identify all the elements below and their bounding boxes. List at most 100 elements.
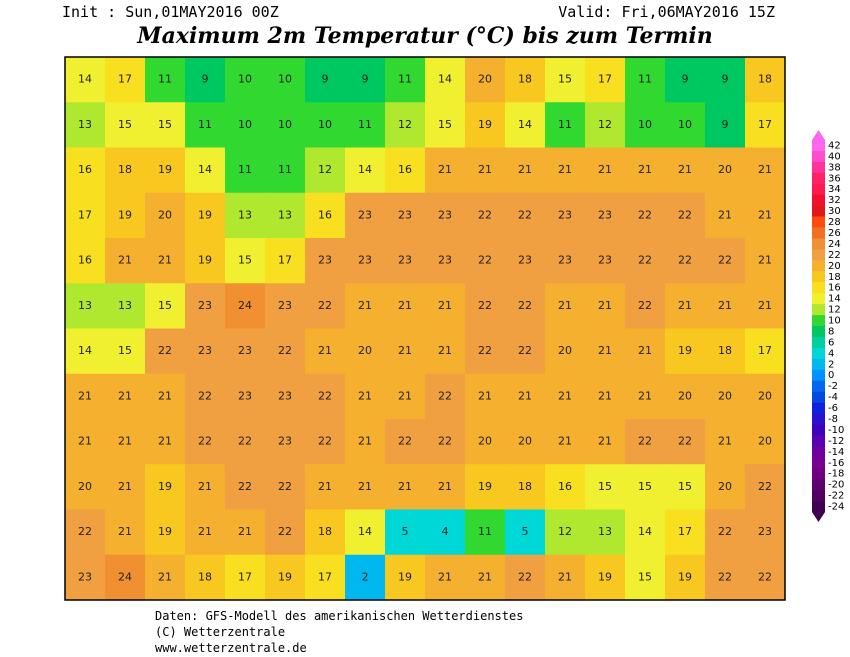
temperature-label: 14 bbox=[78, 73, 92, 86]
temperature-cell bbox=[745, 373, 786, 420]
map-frame bbox=[64, 56, 786, 601]
temperature-label: 23 bbox=[598, 208, 612, 221]
colorbar-swatch bbox=[812, 336, 825, 349]
temperature-cell bbox=[465, 192, 506, 239]
temperature-cell bbox=[225, 464, 266, 510]
colorbar-label: -6 bbox=[828, 403, 838, 414]
colorbar-label: 16 bbox=[828, 283, 841, 294]
temperature-label: 14 bbox=[438, 73, 452, 86]
temperature-label: 22 bbox=[318, 435, 332, 448]
temperature-label: 10 bbox=[318, 118, 332, 131]
temperature-cell bbox=[65, 554, 106, 601]
temperature-cell bbox=[425, 192, 466, 239]
temperature-label: 20 bbox=[758, 389, 772, 402]
temperature-cell bbox=[145, 102, 186, 148]
footer-copyright: (C) Wetterzentrale bbox=[155, 625, 285, 639]
colorbar: 424038363432302826242220181614121086420-… bbox=[812, 130, 844, 522]
temperature-cell bbox=[585, 57, 626, 103]
temperature-label: 16 bbox=[398, 163, 412, 176]
colorbar-swatch bbox=[812, 216, 825, 228]
temperature-label: 17 bbox=[758, 118, 772, 131]
temperature-cell bbox=[105, 419, 146, 465]
temperature-cell bbox=[345, 57, 386, 103]
temperature-label: 21 bbox=[718, 299, 732, 312]
temperature-label: 23 bbox=[238, 389, 252, 402]
temperature-label: 19 bbox=[478, 480, 492, 493]
temperature-label: 10 bbox=[678, 118, 692, 131]
colorbar-swatch bbox=[812, 194, 825, 206]
temperature-cell bbox=[585, 238, 626, 284]
temperature-cell bbox=[145, 464, 186, 510]
temperature-cell bbox=[105, 102, 146, 148]
temperature-label: 15 bbox=[158, 118, 172, 131]
temperature-cell bbox=[505, 373, 546, 420]
temperature-cell bbox=[585, 509, 626, 556]
temperature-cell bbox=[465, 328, 506, 375]
temperature-label: 10 bbox=[278, 73, 292, 86]
temperature-label: 22 bbox=[398, 435, 412, 448]
colorbar-swatch bbox=[812, 271, 825, 283]
temperature-label: 23 bbox=[438, 254, 452, 267]
temperature-cell bbox=[545, 102, 586, 148]
temperature-label: 12 bbox=[318, 163, 332, 176]
colorbar-label: -16 bbox=[828, 458, 844, 469]
temperature-label: 23 bbox=[398, 208, 412, 221]
temperature-label: 21 bbox=[158, 389, 172, 402]
temperature-cell bbox=[145, 238, 186, 284]
temperature-label: 23 bbox=[398, 254, 412, 267]
temperature-label: 15 bbox=[438, 118, 452, 131]
temperature-cell bbox=[225, 102, 266, 148]
temperature-cell bbox=[185, 283, 226, 329]
temperature-label: 21 bbox=[438, 480, 452, 493]
temperature-label: 21 bbox=[318, 344, 332, 357]
temperature-label: 24 bbox=[238, 299, 252, 312]
temperature-cell bbox=[105, 283, 146, 329]
colorbar-swatch bbox=[812, 183, 825, 196]
temperature-cell bbox=[625, 192, 666, 239]
temperature-cell bbox=[425, 328, 466, 375]
temperature-label: 15 bbox=[118, 118, 132, 131]
temperature-cell bbox=[185, 192, 226, 239]
temperature-label: 22 bbox=[678, 254, 692, 267]
temperature-cell bbox=[345, 419, 386, 465]
temperature-cell bbox=[345, 102, 386, 148]
temperature-label: 22 bbox=[478, 299, 492, 312]
temperature-label: 22 bbox=[278, 344, 292, 357]
temperature-label: 17 bbox=[78, 208, 92, 221]
temperature-label: 20 bbox=[758, 435, 772, 448]
temperature-cell bbox=[505, 147, 546, 194]
temperature-cell bbox=[465, 509, 506, 556]
temperature-label: 22 bbox=[758, 480, 772, 493]
temperature-label: 22 bbox=[638, 299, 652, 312]
temperature-cell bbox=[225, 328, 266, 375]
temperature-label: 22 bbox=[518, 208, 532, 221]
temperature-cell bbox=[65, 102, 106, 148]
temperature-label: 23 bbox=[318, 254, 332, 267]
temperature-label: 14 bbox=[358, 163, 372, 176]
temperature-label: 23 bbox=[238, 344, 252, 357]
colorbar-label: 34 bbox=[828, 184, 841, 195]
temperature-label: 10 bbox=[238, 118, 252, 131]
temperature-cell bbox=[265, 373, 306, 420]
temperature-label: 14 bbox=[78, 344, 92, 357]
temperature-cell bbox=[545, 464, 586, 510]
colorbar-label: -12 bbox=[828, 436, 844, 447]
temperature-label: 21 bbox=[598, 344, 612, 357]
colorbar-swatch bbox=[812, 150, 825, 163]
temperature-label: 21 bbox=[718, 435, 732, 448]
temperature-label: 10 bbox=[278, 118, 292, 131]
temperature-cell bbox=[105, 192, 146, 239]
colorbar-swatch bbox=[812, 369, 825, 382]
temperature-label: 21 bbox=[318, 480, 332, 493]
temperature-label: 21 bbox=[158, 254, 172, 267]
temperature-cell bbox=[545, 238, 586, 284]
temperature-cell bbox=[425, 464, 466, 510]
temperature-label: 23 bbox=[278, 435, 292, 448]
temperature-label: 21 bbox=[598, 299, 612, 312]
temperature-cell bbox=[745, 192, 786, 239]
temperature-cell bbox=[185, 102, 226, 148]
temperature-cell bbox=[625, 102, 666, 148]
colorbar-label: 8 bbox=[828, 326, 834, 337]
colorbar-label: -2 bbox=[828, 381, 838, 392]
temperature-label: 15 bbox=[678, 480, 692, 493]
